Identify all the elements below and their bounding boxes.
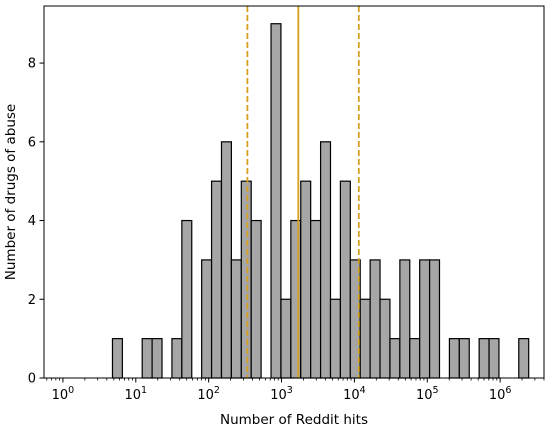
histogram-bar bbox=[151, 338, 163, 379]
x-axis-ticks: 100 101 102 103 104 105 106 bbox=[46, 378, 545, 403]
histogram-bar bbox=[240, 180, 252, 379]
y-tick-label: 2 bbox=[28, 293, 36, 308]
y-axis-label: Number of drugs of abuse bbox=[3, 104, 19, 280]
histogram-bar bbox=[141, 338, 153, 379]
histogram-bar bbox=[270, 23, 282, 379]
histogram-bar bbox=[290, 219, 302, 379]
x-tick-label: 106 bbox=[489, 385, 512, 403]
x-tick-label: 100 bbox=[52, 385, 75, 403]
histogram-bars bbox=[111, 23, 530, 379]
histogram-bar bbox=[389, 338, 401, 379]
histogram-bar bbox=[409, 338, 421, 379]
histogram-bar bbox=[300, 180, 312, 379]
histogram-bar bbox=[171, 338, 183, 379]
histogram-bar bbox=[458, 338, 470, 379]
plot-frame bbox=[43, 5, 545, 379]
histogram-bar bbox=[448, 338, 460, 379]
histogram-bar bbox=[210, 180, 223, 379]
histogram-bar bbox=[399, 259, 411, 379]
y-axis-ticks: 0 2 4 6 8 bbox=[28, 57, 44, 387]
histogram-bar bbox=[310, 219, 322, 379]
histogram-bar bbox=[359, 298, 371, 379]
histogram-bar bbox=[369, 259, 381, 379]
histogram-bar bbox=[230, 259, 242, 379]
histogram-bar bbox=[181, 219, 193, 379]
reference-lines bbox=[246, 6, 360, 378]
histogram-bar bbox=[201, 259, 213, 379]
histogram-bar bbox=[518, 338, 530, 379]
x-tick-label: 105 bbox=[416, 385, 439, 403]
histogram-bar bbox=[428, 259, 441, 379]
x-tick-label: 101 bbox=[124, 385, 147, 403]
histogram-bar bbox=[280, 298, 292, 379]
y-tick-label: 8 bbox=[28, 57, 36, 72]
histogram-bar bbox=[329, 298, 342, 379]
histogram-bar bbox=[319, 141, 332, 379]
histogram-bar bbox=[419, 259, 431, 379]
histogram-bar bbox=[111, 338, 123, 379]
histogram-bar bbox=[488, 338, 500, 379]
x-axis-label: Number of Reddit hits bbox=[220, 412, 368, 428]
x-tick-label: 103 bbox=[270, 385, 293, 403]
histogram-bar bbox=[220, 141, 232, 379]
x-tick-label: 102 bbox=[197, 385, 220, 403]
x-tick-label: 104 bbox=[343, 385, 366, 403]
y-tick-label: 4 bbox=[28, 214, 36, 229]
histogram-bar bbox=[379, 298, 391, 379]
histogram-bar bbox=[250, 219, 262, 379]
y-tick-label: 6 bbox=[28, 135, 36, 150]
histogram-bar bbox=[478, 338, 490, 379]
y-tick-label: 0 bbox=[28, 372, 36, 387]
histogram-bar bbox=[339, 180, 351, 379]
